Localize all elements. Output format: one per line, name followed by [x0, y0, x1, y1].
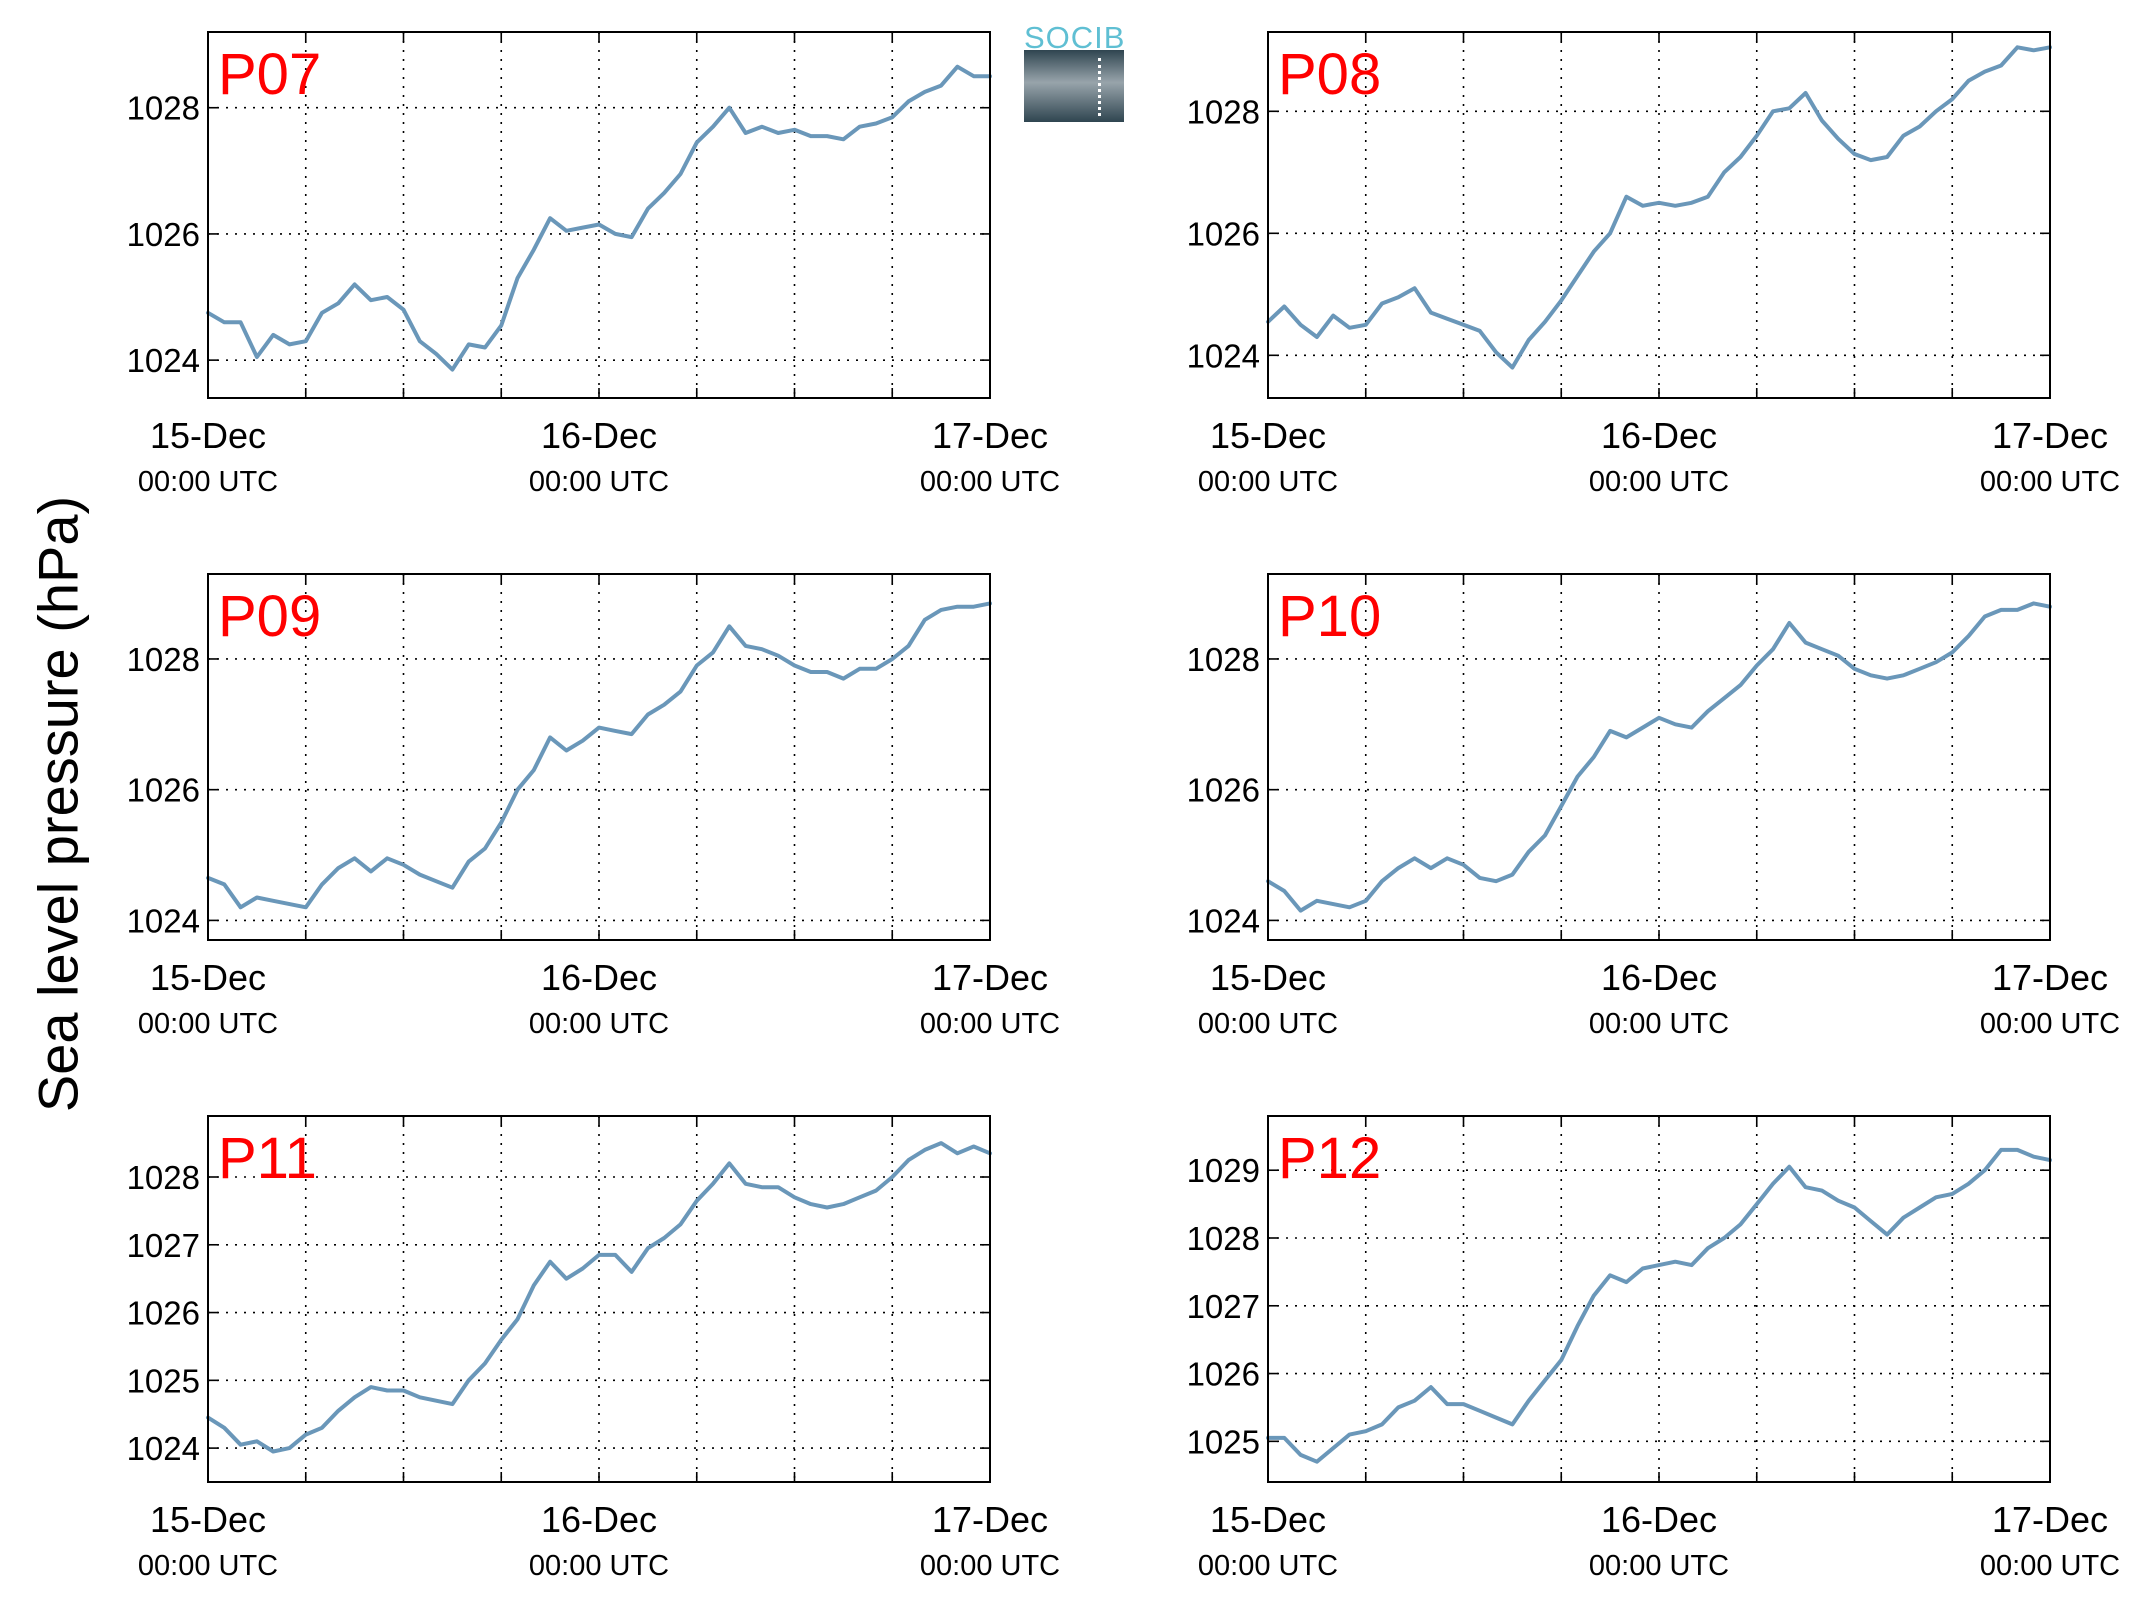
chart-panel-p10: 1024 1026 1028 15-Dec 00:00 UTC 16-Dec 00:00 U… — [1187, 573, 2120, 1040]
y-tick-label: 1028 — [127, 1159, 200, 1196]
x-tick-sublabel: 00:00 UTC — [529, 466, 669, 498]
y-tick-label: 1028 — [1187, 93, 1260, 130]
axes-box — [1267, 31, 2051, 399]
x-tick-sublabel: 00:00 UTC — [1980, 1008, 2120, 1040]
logo-emblem — [1024, 50, 1124, 122]
x-tick-sublabel: 00:00 UTC — [1198, 1550, 1338, 1582]
x-tick-label: 17-Dec — [932, 1499, 1048, 1540]
series-line-p08 — [1266, 45, 2052, 370]
y-tick-label: 1027 — [127, 1227, 200, 1264]
axes-box — [207, 573, 991, 941]
x-tick-sublabel: 00:00 UTC — [529, 1550, 669, 1582]
y-tick-label: 1028 — [1187, 641, 1260, 678]
x-tick-label: 17-Dec — [932, 957, 1048, 998]
x-tick-sublabel: 00:00 UTC — [1980, 1550, 2120, 1582]
x-tick-sublabel: 00:00 UTC — [920, 466, 1060, 498]
x-tick-sublabel: 00:00 UTC — [138, 1008, 278, 1040]
y-tick-label: 1024 — [1187, 337, 1260, 374]
x-tick-sublabel: 00:00 UTC — [138, 1550, 278, 1582]
axes-box — [1267, 573, 2051, 941]
series-line-p09 — [206, 601, 992, 910]
x-tick-sublabel: 00:00 UTC — [920, 1550, 1060, 1582]
x-tick-label: 16-Dec — [1601, 957, 1717, 998]
x-tick-label: 17-Dec — [1992, 1499, 2108, 1540]
x-tick-sublabel: 00:00 UTC — [529, 1008, 669, 1040]
x-tick-sublabel: 00:00 UTC — [1589, 1008, 1729, 1040]
x-tick-label: 15-Dec — [1210, 1499, 1326, 1540]
y-tick-label: 1029 — [1187, 1152, 1260, 1189]
y-tick-label: 1026 — [127, 772, 200, 809]
y-tick-label: 1028 — [127, 90, 200, 127]
y-tick-label: 1024 — [127, 1430, 200, 1467]
x-tick-label: 16-Dec — [1601, 1499, 1717, 1540]
x-tick-label: 15-Dec — [150, 1499, 266, 1540]
series-line-p11 — [206, 1141, 992, 1454]
panel-label-p08: P08 — [1278, 42, 1381, 107]
x-tick-label: 17-Dec — [1992, 957, 2108, 998]
x-tick-label: 16-Dec — [541, 1499, 657, 1540]
y-tick-label: 1026 — [127, 216, 200, 253]
y-tick-label: 1024 — [127, 902, 200, 939]
y-tick-label: 1028 — [1187, 1220, 1260, 1257]
x-tick-label: 15-Dec — [1210, 415, 1326, 456]
x-tick-sublabel: 00:00 UTC — [1198, 466, 1338, 498]
x-tick-label: 15-Dec — [150, 957, 266, 998]
x-tick-sublabel: 00:00 UTC — [1589, 466, 1729, 498]
chart-panel-p11: 1024 1025 1026 1027 1028 15-Dec 00:00 UTC 16-De… — [127, 1115, 1060, 1582]
y-tick-label: 1027 — [1187, 1288, 1260, 1325]
y-tick-label: 1026 — [1187, 772, 1260, 809]
x-tick-sublabel: 00:00 UTC — [1980, 466, 2120, 498]
axes-box — [1267, 1115, 2051, 1483]
x-tick-label: 16-Dec — [541, 415, 657, 456]
x-tick-sublabel: 00:00 UTC — [920, 1008, 1060, 1040]
chart-panel-p08: 1024 1026 1028 15-Dec 00:00 UTC 16-Dec 00:00 U… — [1187, 31, 2120, 498]
x-tick-label: 17-Dec — [1992, 415, 2108, 456]
series-line-p10 — [1266, 601, 2052, 913]
x-tick-sublabel: 00:00 UTC — [138, 466, 278, 498]
x-tick-label: 16-Dec — [1601, 415, 1717, 456]
panel-label-p12: P12 — [1278, 1126, 1381, 1191]
x-tick-sublabel: 00:00 UTC — [1589, 1550, 1729, 1582]
x-tick-label: 15-Dec — [1210, 957, 1326, 998]
chart-panel-p07: 1024 1026 1028 15-Dec 00:00 UTC 16-Dec 00:00 U… — [127, 31, 1060, 498]
axes-box — [207, 31, 991, 399]
x-tick-sublabel: 00:00 UTC — [1198, 1008, 1338, 1040]
y-tick-label: 1025 — [127, 1362, 200, 1399]
logo-text: SOCIB — [1024, 20, 1126, 55]
x-tick-label: 17-Dec — [932, 415, 1048, 456]
y-tick-label: 1024 — [127, 342, 200, 379]
chart-panel-p12: 1025 1026 1027 1028 1029 15-Dec 00:00 UTC 16-De… — [1187, 1115, 2120, 1582]
panel-label-p11: P11 — [218, 1126, 317, 1191]
y-tick-label: 1026 — [1187, 215, 1260, 252]
y-tick-label: 1025 — [1187, 1423, 1260, 1460]
panel-label-p07: P07 — [218, 42, 321, 107]
x-tick-label: 16-Dec — [541, 957, 657, 998]
series-line-p07 — [206, 64, 992, 372]
panel-label-p09: P09 — [218, 584, 321, 649]
axes-box — [207, 1115, 991, 1483]
series-line-p12 — [1266, 1147, 2052, 1464]
y-tick-label: 1026 — [127, 1295, 200, 1332]
x-tick-label: 15-Dec — [150, 415, 266, 456]
chart-panel-p09: 1024 1026 1028 15-Dec 00:00 UTC 16-Dec 00:00 U… — [127, 573, 1060, 1040]
y-tick-label: 1028 — [127, 641, 200, 678]
y-tick-label: 1026 — [1187, 1356, 1260, 1393]
logo-dots — [1098, 58, 1101, 116]
y-tick-label: 1024 — [1187, 902, 1260, 939]
panel-label-p10: P10 — [1278, 584, 1381, 649]
socib-logo: SOCIB — [1024, 20, 1124, 122]
